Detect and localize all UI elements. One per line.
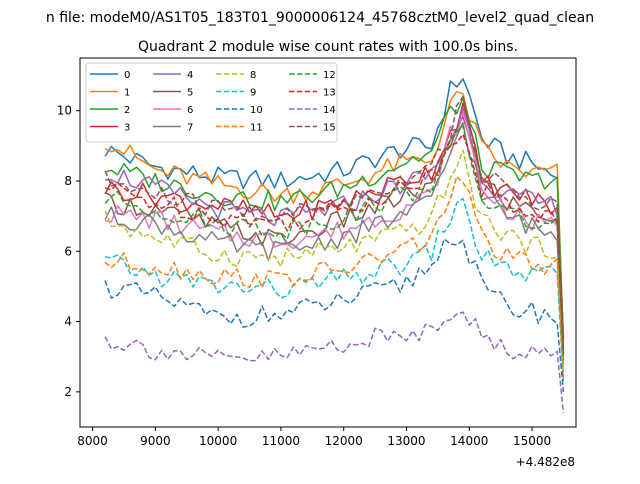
legend-label: 1 <box>124 88 130 99</box>
x-tick-label: 15000 <box>513 434 551 448</box>
y-tick-label: 8 <box>64 174 72 188</box>
series-line-13 <box>104 133 565 354</box>
series-line-10 <box>104 238 565 392</box>
y-tick-label: 6 <box>64 244 72 258</box>
legend-label: 8 <box>250 70 256 81</box>
legend-label: 15 <box>323 123 336 134</box>
x-tick-label: 8000 <box>77 434 108 448</box>
x-tick-label: 9000 <box>140 434 171 448</box>
legend-label: 12 <box>323 70 336 81</box>
x-tick-label: 10000 <box>199 434 237 448</box>
series-line-7 <box>104 121 565 364</box>
x-tick-label: 12000 <box>325 434 363 448</box>
legend-label: 5 <box>187 88 193 99</box>
legend-label: 2 <box>124 105 130 116</box>
legend-label: 4 <box>187 70 193 81</box>
series-line-1 <box>104 90 565 343</box>
series-line-8 <box>104 149 565 371</box>
legend-label: 9 <box>250 88 256 99</box>
legend-label: 13 <box>323 88 336 99</box>
series-layer <box>104 78 565 413</box>
y-axis: 2 4 6 8 10 <box>57 104 80 399</box>
legend-label: 11 <box>250 123 263 134</box>
legend-label: 14 <box>323 105 336 116</box>
series-line-5 <box>104 115 565 357</box>
series-line-0 <box>104 78 565 340</box>
y-tick-label: 10 <box>57 104 72 118</box>
x-tick-label: 13000 <box>387 434 425 448</box>
chart-title: Quadrant 2 module wise count rates with … <box>138 39 518 55</box>
figure-suptitle: n file: modeM0/AS1T05_183T01_9000006124_… <box>46 10 594 26</box>
x-axis: 8000 9000 10000 11000 12000 13000 14000 15000 <box>77 427 551 448</box>
y-tick-label: 4 <box>64 315 72 329</box>
legend-box <box>85 62 338 143</box>
legend-label: 3 <box>124 123 130 134</box>
legend-label: 0 <box>124 70 130 81</box>
y-tick-label: 2 <box>64 385 72 399</box>
legend-label: 6 <box>187 105 193 116</box>
series-line-14 <box>104 311 565 413</box>
legend-label: 7 <box>187 123 193 134</box>
axes-frame <box>79 57 577 428</box>
x-offset-text: +4.482e8 <box>516 455 575 469</box>
series-line-9 <box>105 197 565 382</box>
series-line-12 <box>104 125 565 357</box>
legend-label: 10 <box>250 105 263 116</box>
x-tick-label: 11000 <box>262 434 300 448</box>
series-line-15 <box>104 95 565 350</box>
x-tick-label: 14000 <box>450 434 488 448</box>
series-line-3 <box>104 102 565 350</box>
